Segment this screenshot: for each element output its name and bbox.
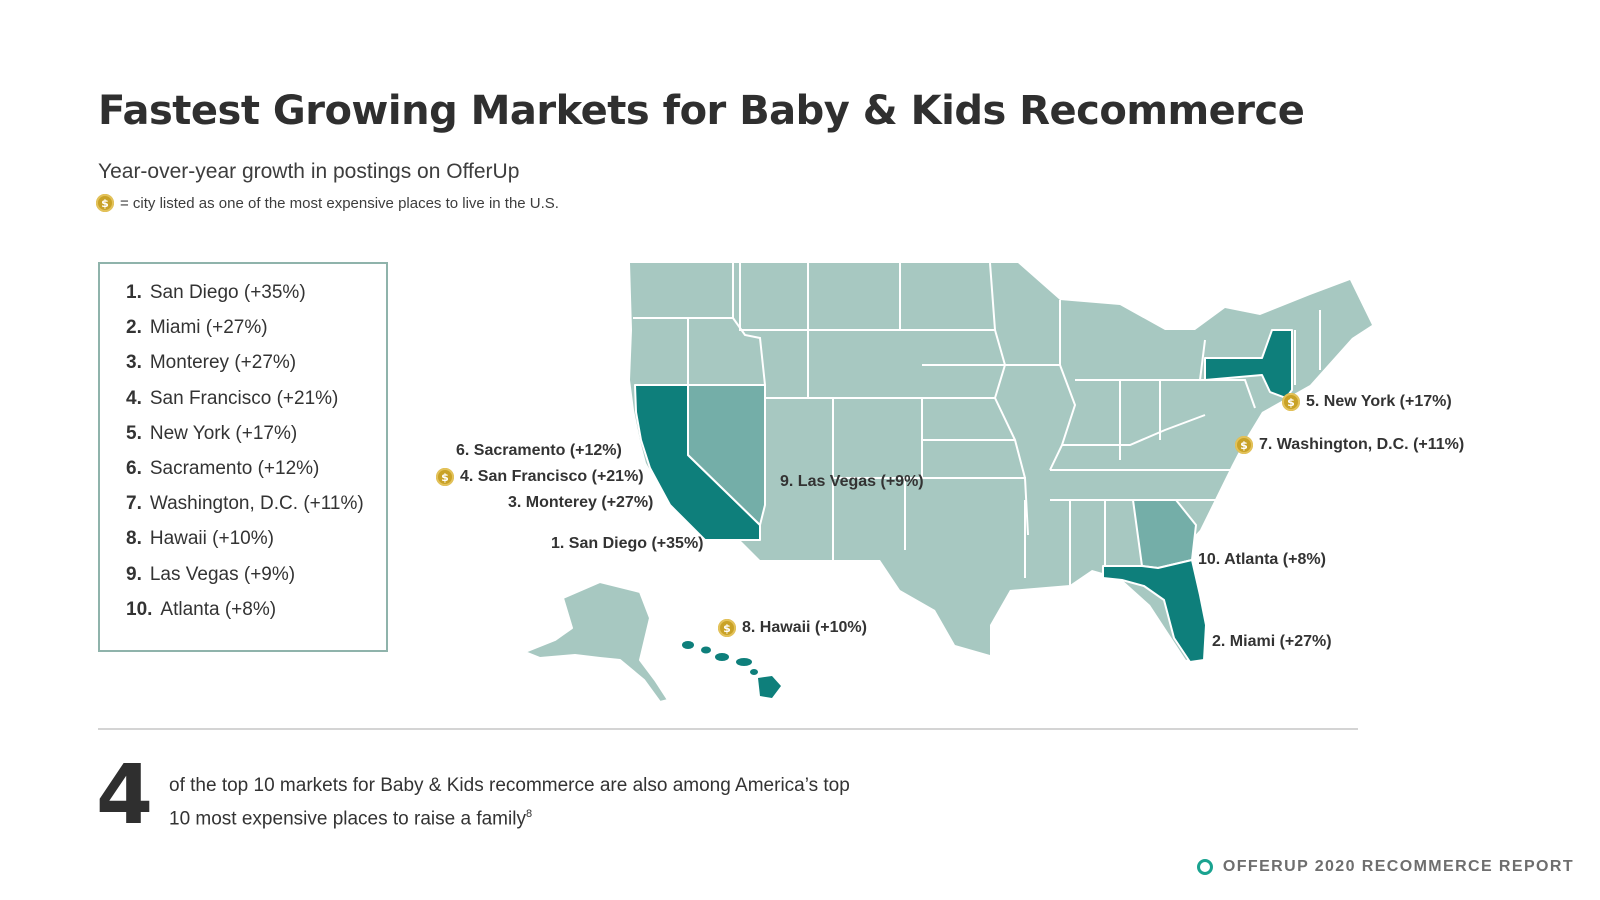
- page-title: Fastest Growing Markets for Baby & Kids …: [98, 88, 1305, 134]
- label-text: 4. San Francisco (+21%): [460, 468, 644, 485]
- label-text: 10. Atlanta (+8%): [1198, 551, 1326, 568]
- ranking-item: 6. Sacramento (+12%): [126, 458, 386, 493]
- rank-label: New York (+17%): [149, 422, 298, 444]
- stat-number: 4: [96, 748, 154, 843]
- ranking-item: 2. Miami (+27%): [126, 317, 386, 352]
- rank-number: 3.: [126, 352, 142, 374]
- rank-number: 8.: [126, 528, 142, 550]
- rank-number: 10.: [126, 598, 153, 620]
- rank-number: 5.: [126, 422, 142, 444]
- label-text: 6. Sacramento (+12%): [456, 442, 622, 459]
- dollar-coin-icon: $: [436, 468, 454, 486]
- map-label-san-francisco: $ 4. San Francisco (+21%): [436, 468, 644, 486]
- map-label-san-diego: 1. San Diego (+35%): [551, 535, 704, 553]
- ranking-list: 1. San Diego (+35%) 2. Miami (+27%) 3. Mont…: [126, 282, 386, 634]
- label-text: 7. Washington, D.C. (+11%): [1259, 436, 1465, 453]
- rank-number: 4.: [126, 387, 142, 409]
- rank-label: Washington, D.C. (+11%): [149, 493, 364, 515]
- label-text: 2. Miami (+27%): [1212, 633, 1332, 650]
- state-hawaii: [682, 641, 781, 698]
- ranking-item: 10. Atlanta (+8%): [126, 599, 386, 634]
- rank-number: 6.: [126, 457, 142, 479]
- map-label-sacramento: 6. Sacramento (+12%): [456, 442, 622, 460]
- rank-label: Sacramento (+12%): [149, 457, 320, 479]
- rank-label: San Francisco (+21%): [149, 387, 339, 409]
- ranking-item: 3. Monterey (+27%): [126, 352, 386, 387]
- dollar-coin-icon: $: [96, 194, 114, 212]
- stat-text: of the top 10 markets for Baby & Kids re…: [169, 772, 869, 833]
- dollar-coin-icon: $: [1282, 393, 1300, 411]
- ranking-item: 1. San Diego (+35%): [126, 282, 386, 317]
- map-label-monterey: 3. Monterey (+27%): [508, 494, 653, 512]
- stat-sentence: of the top 10 markets for Baby & Kids re…: [169, 775, 850, 830]
- map-label-washington-dc: $ 7. Washington, D.C. (+11%): [1235, 436, 1464, 454]
- rank-label: Hawaii (+10%): [149, 528, 274, 550]
- map-label-new-york: $ 5. New York (+17%): [1282, 393, 1452, 411]
- legend-text: = city listed as one of the most expensi…: [120, 194, 559, 212]
- ranking-item: 7. Washington, D.C. (+11%): [126, 493, 386, 528]
- expensive-city-legend: $ = city listed as one of the most expen…: [96, 194, 559, 212]
- rank-label: Monterey (+27%): [149, 352, 297, 374]
- state-nevada: [687, 384, 766, 526]
- label-text: 3. Monterey (+27%): [508, 494, 654, 511]
- ranking-item: 9. Las Vegas (+9%): [126, 564, 386, 599]
- label-text: 1. San Diego (+35%): [551, 535, 704, 552]
- label-text: 9. Las Vegas (+9%): [780, 473, 924, 490]
- offerup-ring-icon: [1196, 859, 1213, 875]
- dollar-coin-icon: $: [1235, 436, 1253, 454]
- rank-label: Atlanta (+8%): [160, 598, 277, 620]
- rank-number: 9.: [126, 563, 142, 585]
- map-label-hawaii: $ 8. Hawaii (+10%): [718, 619, 867, 637]
- footnote-marker: 8: [525, 808, 533, 820]
- map-label-las-vegas: 9. Las Vegas (+9%): [780, 473, 924, 491]
- rank-number: 7.: [126, 493, 142, 515]
- dollar-coin-icon: $: [718, 619, 736, 637]
- report-footer: OFFERUP 2020 RECOMMERCE REPORT: [1196, 858, 1574, 876]
- ranking-box: 1. San Diego (+35%) 2. Miami (+27%) 3. Mont…: [98, 262, 388, 652]
- map-label-atlanta: 10. Atlanta (+8%): [1198, 551, 1326, 569]
- footer-text: OFFERUP 2020 RECOMMERCE REPORT: [1222, 858, 1574, 875]
- label-text: 8. Hawaii (+10%): [742, 619, 867, 636]
- ranking-item: 8. Hawaii (+10%): [126, 528, 386, 563]
- rank-number: 1.: [126, 282, 142, 303]
- state-florida: [1102, 559, 1207, 663]
- ranking-item: 4. San Francisco (+21%): [126, 388, 386, 423]
- section-divider: [98, 728, 1358, 730]
- ranking-item: 5. New York (+17%): [126, 423, 386, 458]
- us-base-shape: [630, 263, 1372, 660]
- map-label-miami: 2. Miami (+27%): [1212, 633, 1332, 651]
- page-subtitle: Year-over-year growth in postings on Off…: [98, 160, 520, 183]
- label-text: 5. New York (+17%): [1306, 393, 1452, 410]
- rank-label: San Diego (+35%): [149, 282, 306, 303]
- state-alaska: [524, 581, 669, 703]
- rank-number: 2.: [126, 317, 142, 339]
- rank-label: Miami (+27%): [149, 317, 268, 339]
- rank-label: Las Vegas (+9%): [149, 563, 296, 585]
